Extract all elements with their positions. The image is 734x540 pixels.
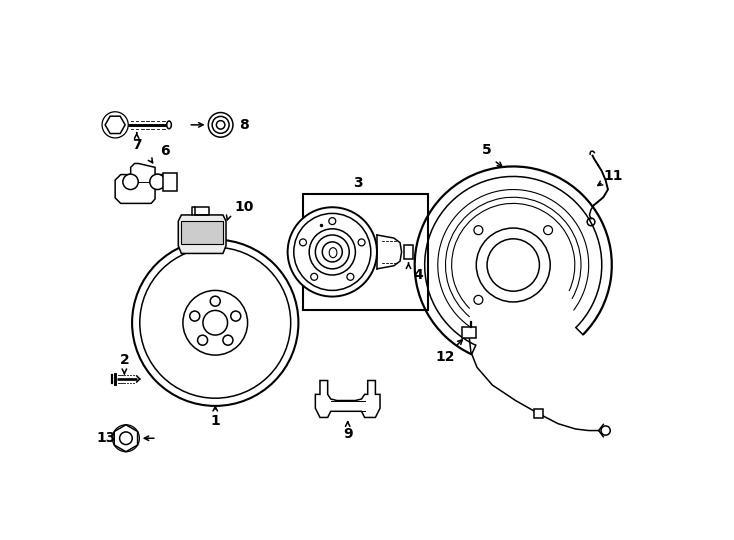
Ellipse shape xyxy=(167,121,171,129)
Polygon shape xyxy=(462,327,476,338)
Text: 7: 7 xyxy=(132,138,142,152)
Circle shape xyxy=(474,226,483,234)
Text: 3: 3 xyxy=(353,176,363,190)
Text: 8: 8 xyxy=(239,118,249,132)
Circle shape xyxy=(210,296,220,306)
Circle shape xyxy=(310,273,318,280)
Circle shape xyxy=(347,273,354,280)
Circle shape xyxy=(230,311,241,321)
Bar xyxy=(163,173,177,191)
Circle shape xyxy=(217,120,225,129)
Circle shape xyxy=(474,295,483,305)
Text: 1: 1 xyxy=(211,414,220,428)
Circle shape xyxy=(329,218,335,225)
Bar xyxy=(303,194,428,309)
Circle shape xyxy=(358,239,365,246)
Text: 6: 6 xyxy=(161,144,170,158)
Text: 12: 12 xyxy=(435,350,454,365)
Circle shape xyxy=(223,335,233,345)
Text: 9: 9 xyxy=(343,427,352,441)
Circle shape xyxy=(150,174,165,190)
Circle shape xyxy=(476,228,550,302)
Polygon shape xyxy=(115,425,137,452)
Circle shape xyxy=(322,242,342,262)
Circle shape xyxy=(120,432,132,444)
Bar xyxy=(534,409,543,418)
Circle shape xyxy=(309,229,355,275)
Text: 5: 5 xyxy=(482,143,491,157)
Circle shape xyxy=(487,239,539,291)
Circle shape xyxy=(288,207,377,296)
Circle shape xyxy=(299,239,307,246)
Circle shape xyxy=(203,310,228,335)
Circle shape xyxy=(197,335,208,345)
Polygon shape xyxy=(181,221,223,244)
Polygon shape xyxy=(105,116,126,133)
Text: 4: 4 xyxy=(413,268,423,282)
Circle shape xyxy=(123,174,138,190)
Polygon shape xyxy=(178,215,226,253)
Circle shape xyxy=(132,240,299,406)
Circle shape xyxy=(544,226,553,234)
Text: 13: 13 xyxy=(96,431,115,446)
Polygon shape xyxy=(115,164,162,204)
Text: 2: 2 xyxy=(120,354,129,368)
Text: 10: 10 xyxy=(234,200,253,214)
Text: 11: 11 xyxy=(603,170,623,184)
Circle shape xyxy=(183,291,247,355)
Polygon shape xyxy=(316,381,380,417)
Circle shape xyxy=(189,311,200,321)
Bar xyxy=(404,245,413,259)
